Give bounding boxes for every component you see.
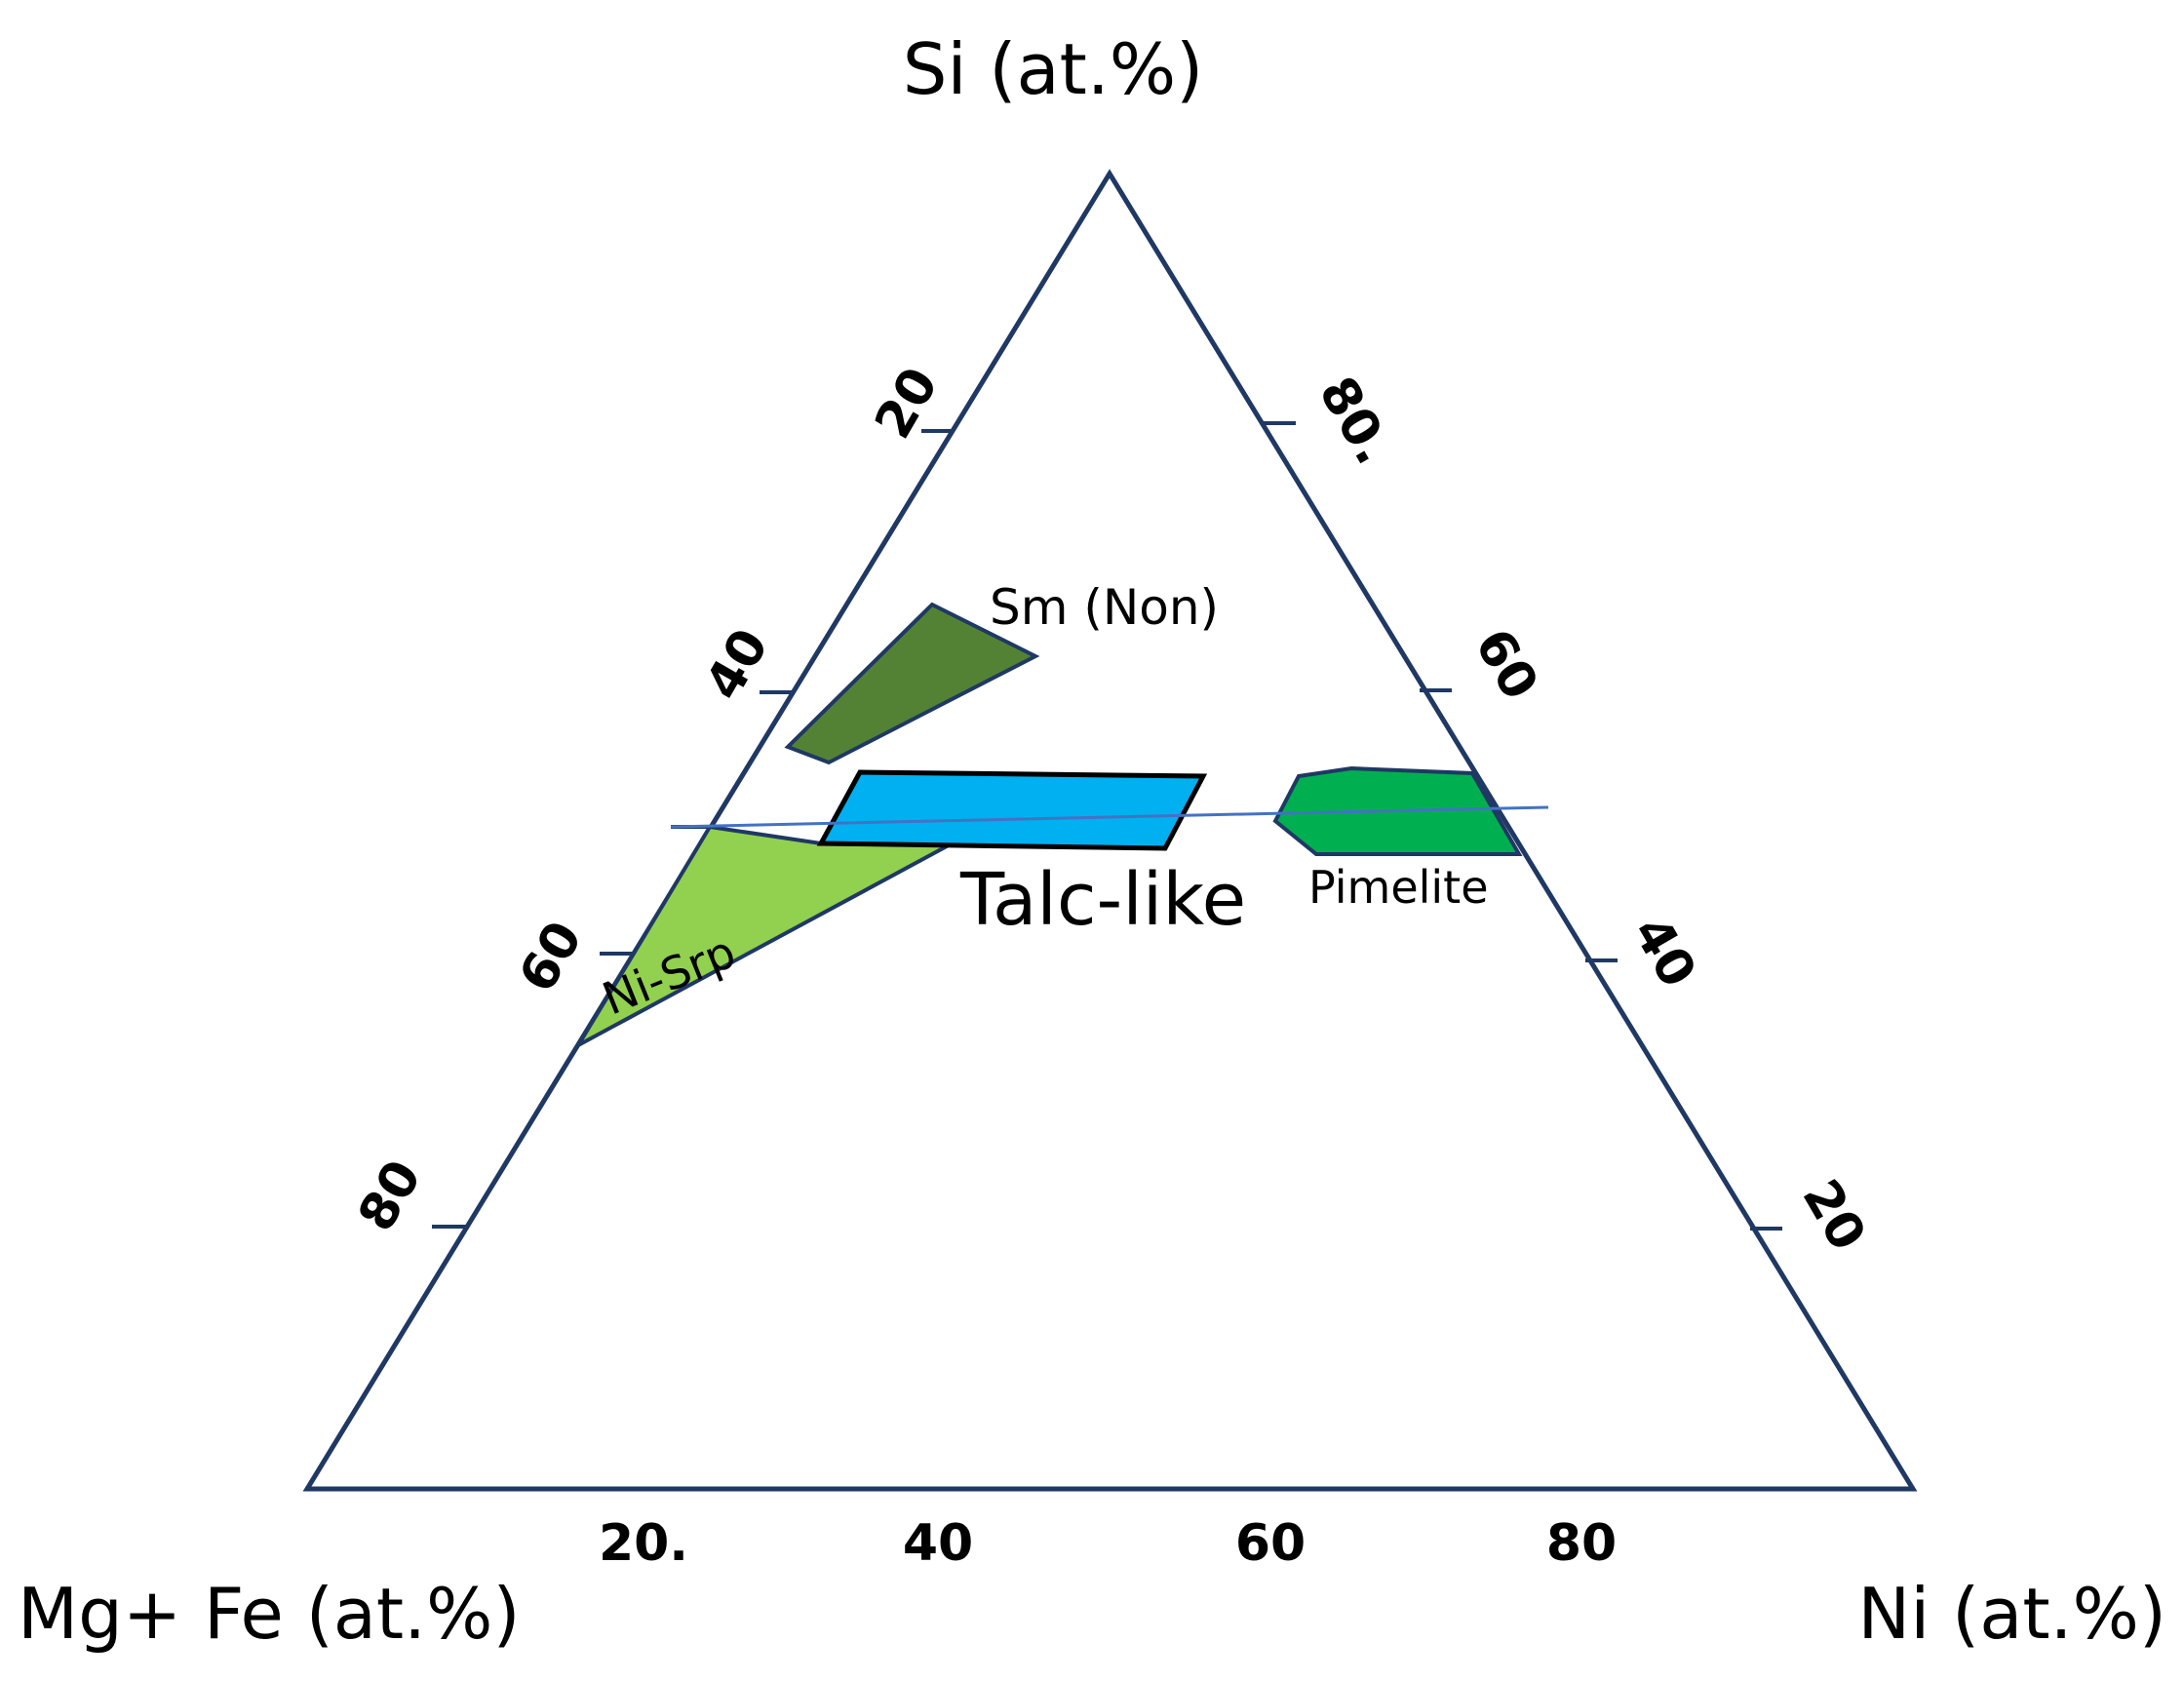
bottom-tick-label: 60	[1235, 1514, 1306, 1573]
left-tick-label: 80	[347, 1151, 433, 1241]
bottom-tick-label: 40	[903, 1514, 973, 1573]
field-ni-srp	[572, 824, 958, 1051]
left-tick-label: 20	[864, 358, 950, 449]
right-tick-label: 20	[1791, 1170, 1877, 1261]
field-label-sm-non: Sm (Non)	[990, 579, 1219, 636]
right-tick-label: 60	[1463, 619, 1549, 710]
left-tick-label: 40	[694, 619, 780, 710]
right-tick-label: 40	[1621, 907, 1707, 997]
left-tick-label: 60	[508, 912, 594, 1002]
apex-label-ni: Ni (at.%)	[1857, 1573, 2166, 1655]
apex-label-si: Si (at.%)	[903, 28, 1203, 110]
bottom-tick-label: 20.	[599, 1514, 688, 1573]
field-sm-non	[784, 602, 1040, 765]
bottom-tick-label: 80	[1546, 1514, 1617, 1573]
field-label-talc-like: Talc-like	[959, 858, 1246, 942]
apex-label-mg-fe: Mg+ Fe (at.%)	[18, 1573, 521, 1655]
reference-line	[670, 805, 1549, 829]
field-talc-like	[816, 769, 1208, 851]
field-label-pimelite: Pimelite	[1308, 861, 1489, 914]
right-tick-label: 80.	[1307, 368, 1403, 475]
